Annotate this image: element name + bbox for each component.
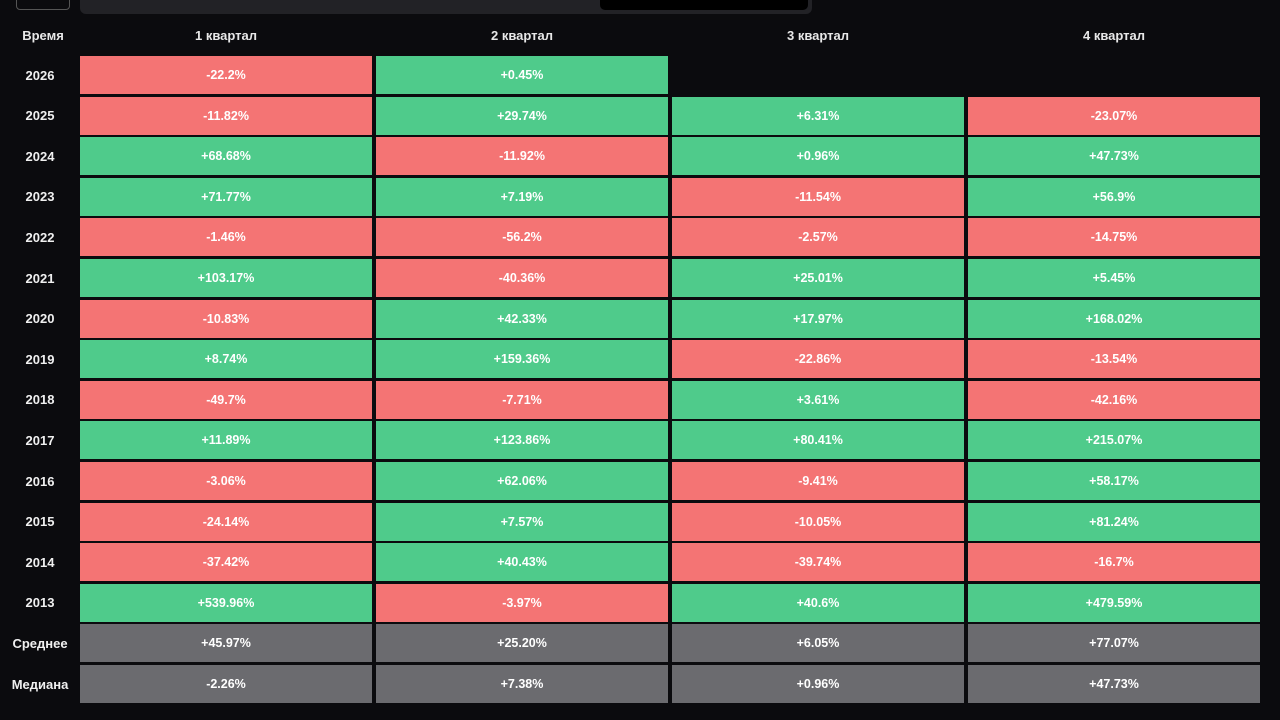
return-cell: -49.7% bbox=[80, 380, 372, 419]
return-cell: -14.75% bbox=[968, 218, 1260, 257]
column-header: 1 квартал bbox=[194, 27, 258, 43]
return-cell: +81.24% bbox=[968, 502, 1260, 541]
return-cell: +68.68% bbox=[80, 137, 372, 176]
return-cell: -22.86% bbox=[672, 340, 964, 379]
return-cell: -37.42% bbox=[80, 543, 372, 582]
summary-cell: +0.96% bbox=[672, 665, 964, 703]
return-cell: -10.83% bbox=[80, 299, 372, 338]
return-cell: +123.86% bbox=[376, 421, 668, 460]
year-label: 2020 bbox=[25, 311, 55, 327]
return-cell: -22.2% bbox=[80, 56, 372, 94]
year-label: 2022 bbox=[25, 229, 55, 245]
return-cell: -39.74% bbox=[672, 543, 964, 582]
return-cell: -9.41% bbox=[672, 462, 964, 500]
return-cell: +159.36% bbox=[376, 340, 668, 379]
return-cell: +58.17% bbox=[968, 462, 1260, 500]
return-cell: -11.82% bbox=[80, 96, 372, 135]
return-cell: +7.19% bbox=[376, 177, 668, 216]
return-cell: +168.02% bbox=[968, 299, 1260, 338]
return-cell: -7.71% bbox=[376, 380, 668, 419]
return-cell: +3.61% bbox=[672, 380, 964, 419]
return-cell: -11.54% bbox=[672, 177, 964, 216]
return-cell: +56.9% bbox=[968, 177, 1260, 216]
year-label: 2016 bbox=[25, 473, 55, 489]
summary-cell: +45.97% bbox=[80, 624, 372, 663]
year-label: 2024 bbox=[25, 148, 55, 164]
return-cell: -3.06% bbox=[80, 462, 372, 500]
return-cell: +539.96% bbox=[80, 583, 372, 622]
return-cell: -11.92% bbox=[376, 137, 668, 176]
year-label: 2019 bbox=[25, 351, 55, 367]
column-header: 2 квартал bbox=[490, 27, 554, 43]
return-cell: +62.06% bbox=[376, 462, 668, 500]
dropdown[interactable] bbox=[16, 0, 70, 10]
year-label: 2026 bbox=[25, 67, 55, 83]
year-label: 2015 bbox=[25, 514, 55, 530]
return-cell: +5.45% bbox=[968, 259, 1260, 297]
return-cell: +71.77% bbox=[80, 177, 372, 216]
return-cell: -13.54% bbox=[968, 340, 1260, 379]
column-header: 4 квартал bbox=[1082, 27, 1146, 43]
return-cell: -23.07% bbox=[968, 96, 1260, 135]
return-cell: +29.74% bbox=[376, 96, 668, 135]
return-cell: -24.14% bbox=[80, 502, 372, 541]
return-cell: -2.57% bbox=[672, 218, 964, 257]
summary-cell: +77.07% bbox=[968, 624, 1260, 663]
tab[interactable] bbox=[244, 0, 434, 8]
toolbar bbox=[0, 0, 1280, 14]
tab[interactable] bbox=[440, 0, 590, 8]
return-cell: +215.07% bbox=[968, 421, 1260, 460]
summary-cell: +47.73% bbox=[968, 665, 1260, 703]
year-label: 2013 bbox=[25, 595, 55, 611]
summary-cell: -2.26% bbox=[80, 665, 372, 703]
return-cell: +40.43% bbox=[376, 543, 668, 582]
summary-label: Медиана bbox=[11, 676, 69, 692]
tab-active[interactable] bbox=[600, 0, 808, 10]
return-cell: +25.01% bbox=[672, 259, 964, 297]
return-cell: -16.7% bbox=[968, 543, 1260, 582]
return-cell: +479.59% bbox=[968, 583, 1260, 622]
summary-cell: +6.05% bbox=[672, 624, 964, 663]
summary-cell: +7.38% bbox=[376, 665, 668, 703]
return-cell: +11.89% bbox=[80, 421, 372, 460]
return-cell: +6.31% bbox=[672, 96, 964, 135]
year-label: 2021 bbox=[25, 270, 55, 286]
year-label: 2014 bbox=[25, 554, 55, 570]
column-header: 3 квартал bbox=[786, 27, 850, 43]
return-cell: -1.46% bbox=[80, 218, 372, 257]
return-cell: +40.6% bbox=[672, 583, 964, 622]
row-header-title: Время bbox=[22, 27, 64, 43]
return-cell: +8.74% bbox=[80, 340, 372, 379]
year-label: 2018 bbox=[25, 392, 55, 408]
return-cell: -42.16% bbox=[968, 380, 1260, 419]
year-label: 2017 bbox=[25, 432, 55, 448]
year-label: 2023 bbox=[25, 189, 55, 205]
return-cell: +7.57% bbox=[376, 502, 668, 541]
return-cell: -10.05% bbox=[672, 502, 964, 541]
return-cell: +103.17% bbox=[80, 259, 372, 297]
return-cell: +80.41% bbox=[672, 421, 964, 460]
return-cell: -3.97% bbox=[376, 583, 668, 622]
summary-label: Среднее bbox=[12, 635, 68, 651]
return-cell: +0.96% bbox=[672, 137, 964, 176]
return-cell: +42.33% bbox=[376, 299, 668, 338]
return-cell: +47.73% bbox=[968, 137, 1260, 176]
year-label: 2025 bbox=[25, 108, 55, 124]
return-cell: +17.97% bbox=[672, 299, 964, 338]
tab[interactable] bbox=[86, 0, 236, 8]
return-cell: -40.36% bbox=[376, 259, 668, 297]
summary-cell: +25.20% bbox=[376, 624, 668, 663]
return-cell: +0.45% bbox=[376, 56, 668, 94]
return-cell: -56.2% bbox=[376, 218, 668, 257]
